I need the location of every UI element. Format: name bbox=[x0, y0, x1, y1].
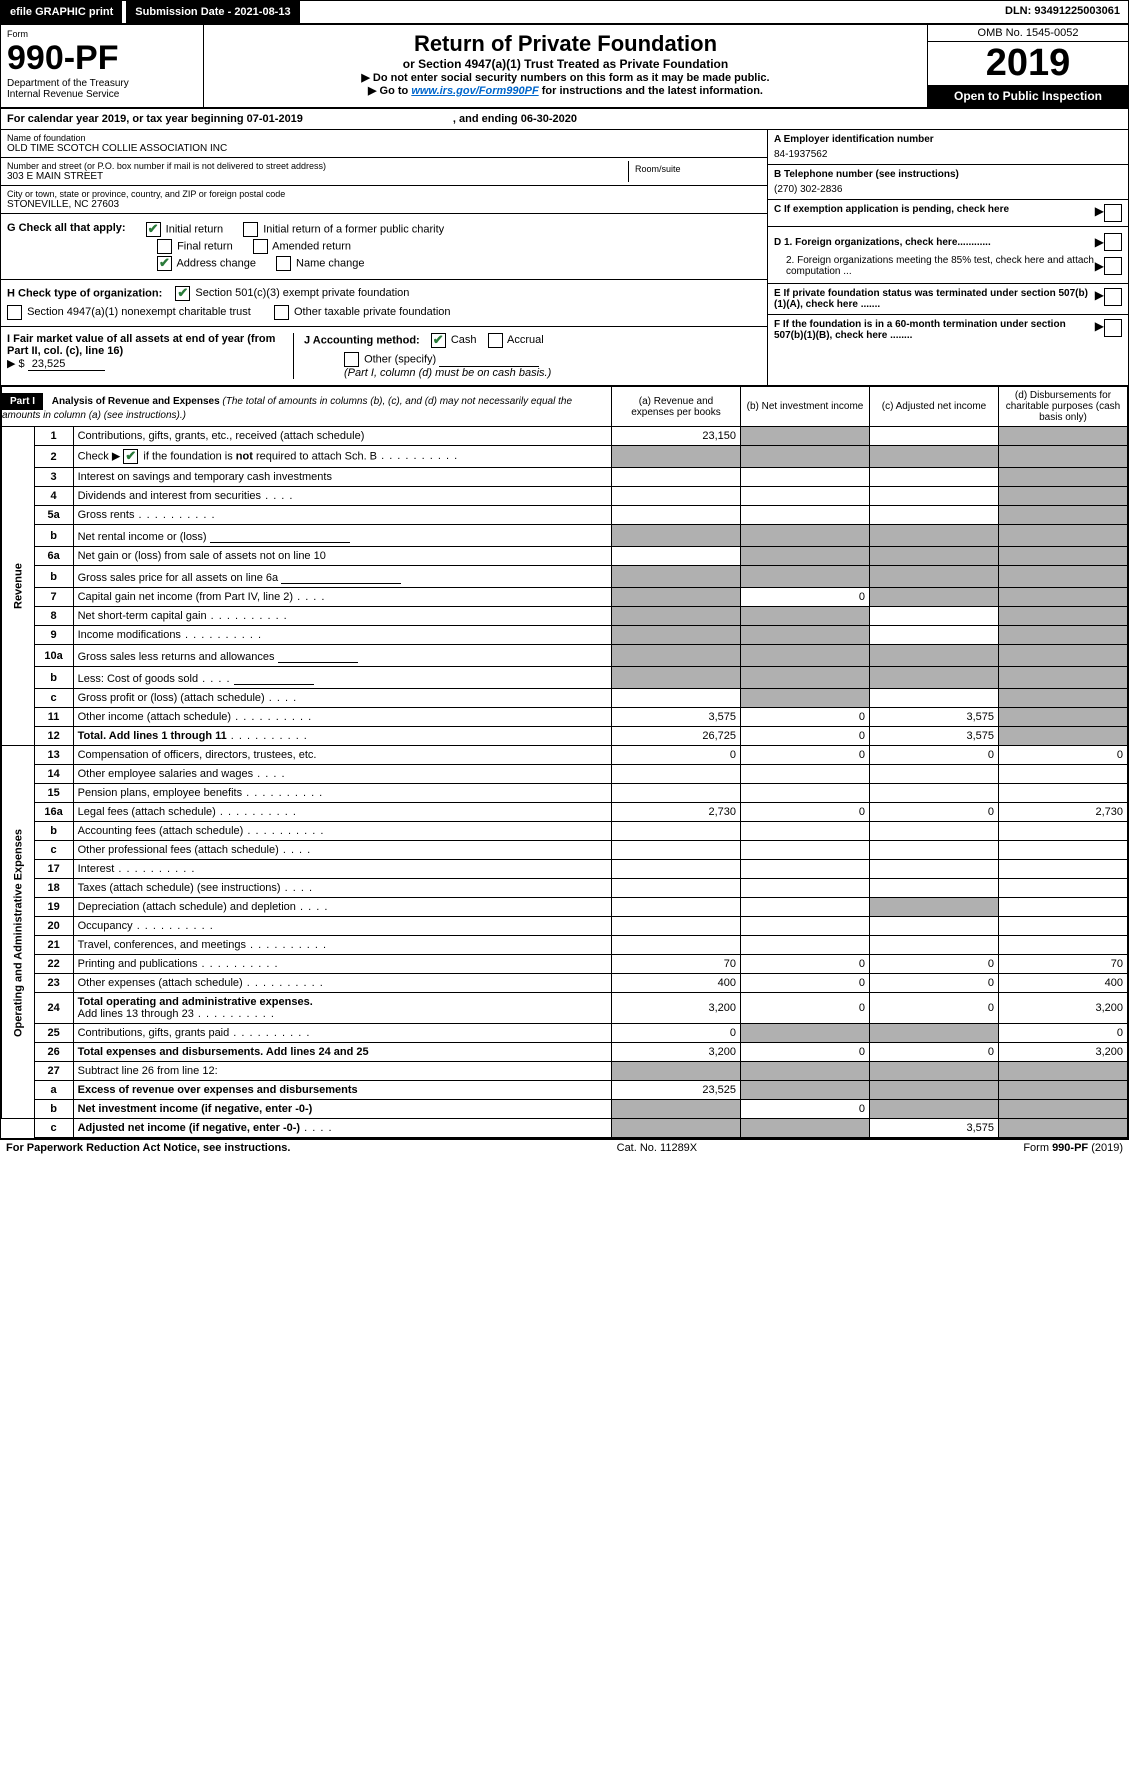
i-value: 23,525 bbox=[28, 358, 106, 371]
dln-number: DLN: 93491225003061 bbox=[997, 1, 1128, 23]
form-title: Return of Private Foundation bbox=[210, 31, 921, 57]
footer-mid: Cat. No. 11289X bbox=[617, 1142, 698, 1154]
h-label: H Check type of organization: bbox=[7, 287, 162, 299]
cb-foreign-85[interactable] bbox=[1104, 257, 1122, 275]
submission-date: Submission Date - 2021-08-13 bbox=[126, 1, 299, 23]
cb-other-method[interactable] bbox=[344, 352, 359, 367]
a-cell: A Employer identification number 84-1937… bbox=[768, 130, 1128, 165]
revenue-side: Revenue bbox=[2, 427, 35, 746]
calendar-year-row: For calendar year 2019, or tax year begi… bbox=[1, 109, 1128, 130]
col-a-header: (a) Revenue and expenses per books bbox=[612, 387, 741, 427]
b-cell: B Telephone number (see instructions) (2… bbox=[768, 165, 1128, 200]
f-cell: F If the foundation is in a 60-month ter… bbox=[768, 315, 1128, 345]
j-note: (Part I, column (d) must be on cash basi… bbox=[344, 367, 761, 379]
l1-a: 23,150 bbox=[612, 427, 741, 446]
cb-initial-former[interactable] bbox=[243, 222, 258, 237]
cb-501c3[interactable] bbox=[175, 286, 190, 301]
g-section: G Check all that apply: Initial return I… bbox=[1, 214, 767, 280]
cb-sch-b[interactable] bbox=[123, 449, 138, 464]
col-d-header: (d) Disbursements for charitable purpose… bbox=[999, 387, 1128, 427]
cb-cash[interactable] bbox=[431, 333, 446, 348]
cb-name-change[interactable] bbox=[276, 256, 291, 271]
dept-label: Department of the Treasury bbox=[7, 78, 197, 89]
top-bar: efile GRAPHIC print Submission Date - 20… bbox=[1, 1, 1128, 25]
cal-begin: For calendar year 2019, or tax year begi… bbox=[7, 113, 303, 125]
form-container: efile GRAPHIC print Submission Date - 20… bbox=[0, 0, 1129, 1139]
foundation-name-cell: Name of foundation OLD TIME SCOTCH COLLI… bbox=[1, 130, 767, 158]
cb-amended-return[interactable] bbox=[253, 239, 268, 254]
part1-table: Part I Analysis of Revenue and Expenses … bbox=[1, 386, 1128, 1138]
room-suite: Room/suite bbox=[629, 161, 761, 182]
open-inspection: Open to Public Inspection bbox=[928, 85, 1128, 107]
street-row: Number and street (or P.O. box number if… bbox=[1, 158, 767, 186]
col-c-header: (c) Adjusted net income bbox=[870, 387, 999, 427]
street-address: 303 E MAIN STREET bbox=[7, 171, 628, 182]
d-cell: D 1. Foreign organizations, check here..… bbox=[768, 227, 1128, 284]
j-label: J Accounting method: bbox=[304, 334, 420, 346]
cb-status-terminated[interactable] bbox=[1104, 288, 1122, 306]
header-row: Form 990-PF Department of the Treasury I… bbox=[1, 25, 1128, 109]
phone-value: (270) 302-2836 bbox=[774, 184, 1122, 195]
g-label: G Check all that apply: bbox=[7, 222, 126, 237]
footer-left: For Paperwork Reduction Act Notice, see … bbox=[6, 1142, 290, 1154]
tax-year: 2019 bbox=[928, 42, 1128, 85]
omb-number: OMB No. 1545-0052 bbox=[928, 25, 1128, 42]
cb-4947a1[interactable] bbox=[7, 305, 22, 320]
info-grid: Name of foundation OLD TIME SCOTCH COLLI… bbox=[1, 130, 1128, 386]
efile-button[interactable]: efile GRAPHIC print bbox=[1, 1, 122, 23]
title-box: Return of Private Foundation or Section … bbox=[204, 25, 927, 107]
footer: For Paperwork Reduction Act Notice, see … bbox=[0, 1139, 1129, 1156]
expenses-side: Operating and Administrative Expenses bbox=[2, 746, 35, 1119]
form-word: Form bbox=[7, 29, 197, 39]
form-number: 990-PF bbox=[7, 39, 197, 78]
cb-final-return[interactable] bbox=[157, 239, 172, 254]
cb-60month[interactable] bbox=[1104, 319, 1122, 337]
e-cell: E If private foundation status was termi… bbox=[768, 284, 1128, 315]
col-b-header: (b) Net investment income bbox=[741, 387, 870, 427]
note-2: ▶ Go to www.irs.gov/Form990PF for instru… bbox=[210, 84, 921, 97]
form-number-box: Form 990-PF Department of the Treasury I… bbox=[1, 25, 204, 107]
cb-initial-return[interactable] bbox=[146, 222, 161, 237]
h-section: H Check type of organization: Section 50… bbox=[1, 280, 767, 327]
cb-foreign-org[interactable] bbox=[1104, 233, 1122, 251]
cal-end: , and ending 06-30-2020 bbox=[453, 113, 577, 125]
note-1: ▶ Do not enter social security numbers o… bbox=[210, 71, 921, 84]
cb-exemption-pending[interactable] bbox=[1104, 204, 1122, 222]
city-cell: City or town, state or province, country… bbox=[1, 186, 767, 214]
l7-b: 0 bbox=[741, 588, 870, 607]
cb-address-change[interactable] bbox=[157, 256, 172, 271]
cb-accrual[interactable] bbox=[488, 333, 503, 348]
city-state-zip: STONEVILLE, NC 27603 bbox=[7, 199, 761, 210]
footer-right: Form 990-PF (2019) bbox=[1023, 1142, 1123, 1154]
ein-value: 84-1937562 bbox=[774, 149, 1122, 160]
foundation-name: OLD TIME SCOTCH COLLIE ASSOCIATION INC bbox=[7, 143, 761, 154]
year-box: OMB No. 1545-0052 2019 Open to Public In… bbox=[927, 25, 1128, 107]
irs-link[interactable]: www.irs.gov/Form990PF bbox=[411, 85, 538, 97]
form-subtitle: or Section 4947(a)(1) Trust Treated as P… bbox=[210, 57, 921, 71]
c-cell: C If exemption application is pending, c… bbox=[768, 200, 1128, 227]
ij-row: I Fair market value of all assets at end… bbox=[1, 327, 767, 385]
cb-other-taxable[interactable] bbox=[274, 305, 289, 320]
i-label: I Fair market value of all assets at end… bbox=[7, 333, 275, 357]
irs-label: Internal Revenue Service bbox=[7, 89, 197, 100]
